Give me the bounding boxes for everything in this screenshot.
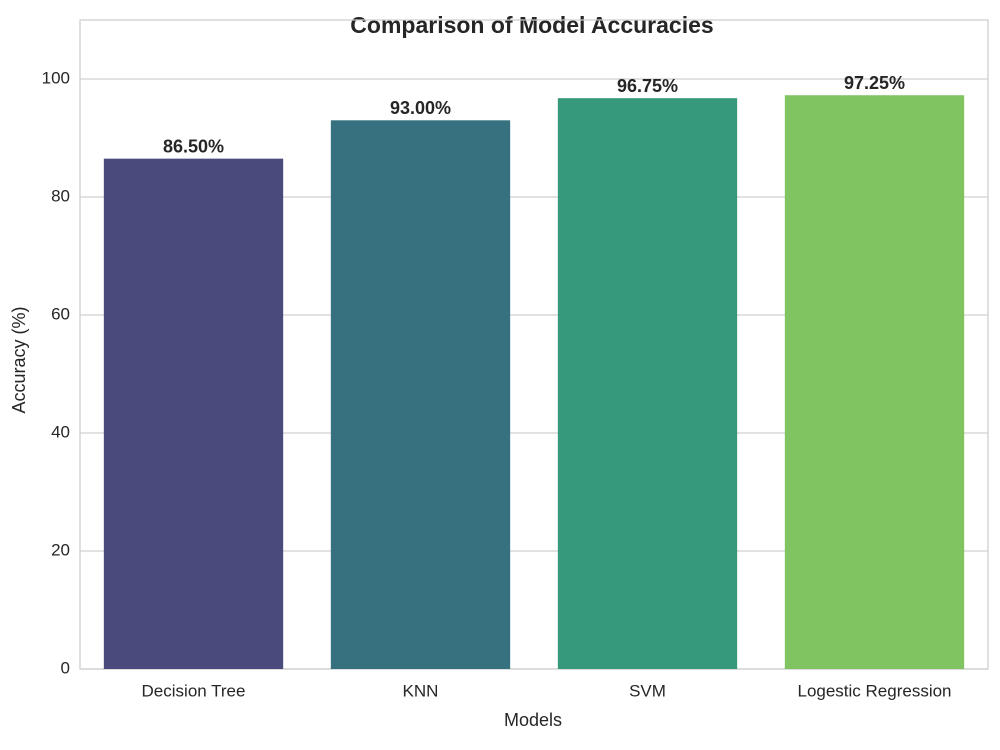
bar bbox=[330, 120, 511, 670]
value-label: 96.75% bbox=[617, 76, 678, 96]
y-tick-label: 100 bbox=[42, 68, 70, 87]
value-label: 97.25% bbox=[844, 73, 905, 93]
x-tick-label: Decision Tree bbox=[142, 681, 246, 700]
value-label: 86.50% bbox=[163, 136, 224, 156]
plot-frame bbox=[79, 19, 989, 670]
x-tick-label: Logestic Regression bbox=[797, 681, 951, 700]
y-tick-label: 80 bbox=[51, 186, 70, 205]
x-tick-label: SVM bbox=[629, 681, 666, 700]
bar bbox=[784, 95, 965, 670]
value-label: 93.00% bbox=[390, 98, 451, 118]
chart-title: Comparison of Model Accuracies bbox=[350, 12, 713, 38]
x-axis-title: Models bbox=[504, 710, 562, 730]
y-tick-label: 0 bbox=[61, 658, 70, 677]
y-axis-title: Accuracy (%) bbox=[9, 306, 29, 413]
bar bbox=[557, 98, 738, 670]
y-tick-label: 20 bbox=[51, 540, 70, 559]
x-tick-label: KNN bbox=[403, 681, 439, 700]
y-tick-label: 40 bbox=[51, 422, 70, 441]
bar bbox=[103, 158, 284, 669]
y-tick-label: 60 bbox=[51, 304, 70, 323]
